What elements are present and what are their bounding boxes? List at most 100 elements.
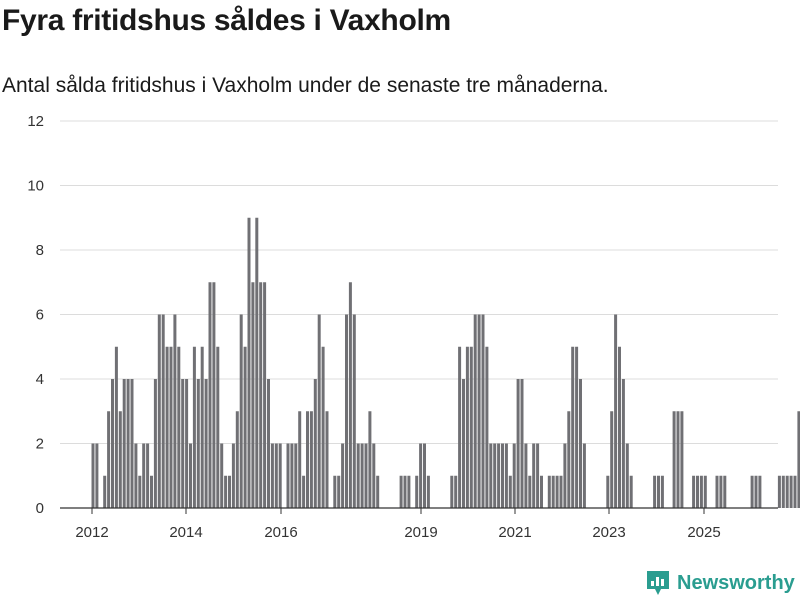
bar — [797, 411, 800, 508]
bar — [399, 475, 403, 508]
bar — [204, 379, 208, 508]
bar — [325, 411, 329, 508]
bar — [356, 443, 360, 508]
bar — [192, 346, 196, 508]
bar — [247, 217, 251, 508]
bar — [228, 475, 231, 508]
bar — [235, 411, 239, 508]
bar — [458, 346, 462, 508]
bar — [278, 443, 282, 508]
bar — [103, 475, 107, 508]
y-tick-label: 4 — [36, 371, 44, 388]
x-tick-label: 2016 — [264, 524, 297, 541]
bar — [302, 475, 306, 508]
bar — [520, 379, 524, 508]
bar — [165, 346, 169, 508]
bar — [243, 346, 247, 508]
bar — [653, 475, 657, 508]
bar — [107, 411, 111, 508]
bar — [157, 314, 161, 508]
bar — [212, 282, 216, 508]
bar — [672, 411, 676, 508]
bar — [321, 346, 325, 508]
bar — [528, 475, 532, 508]
bar — [777, 475, 781, 508]
bar — [660, 475, 664, 508]
bar — [504, 443, 508, 508]
bar — [629, 475, 633, 508]
bar — [571, 346, 575, 508]
bar — [216, 346, 220, 508]
x-tick-label: 2023 — [592, 524, 625, 541]
bar — [563, 443, 567, 508]
bar — [407, 475, 411, 508]
bar — [91, 443, 95, 508]
bar — [294, 443, 298, 508]
chart-title: Fyra fritidshus såldes i Vaxholm — [2, 4, 451, 37]
x-tick-label: 2019 — [404, 524, 437, 541]
bar — [286, 443, 290, 508]
bar — [699, 475, 703, 508]
bar — [473, 314, 477, 508]
bar — [352, 314, 356, 508]
bar — [723, 475, 727, 508]
bar — [555, 475, 559, 508]
newsworthy-logo-icon — [647, 571, 669, 595]
newsworthy-brand: Newsworthy — [645, 569, 795, 597]
bar — [450, 475, 454, 508]
bar — [719, 475, 723, 508]
bar — [368, 411, 372, 508]
x-tick-label: 2012 — [75, 524, 108, 541]
bar — [372, 443, 376, 508]
bar — [306, 411, 309, 508]
bar — [559, 475, 563, 508]
bar — [501, 443, 504, 508]
bar — [423, 443, 426, 508]
bar — [364, 443, 368, 508]
bar — [114, 346, 118, 508]
bar — [524, 443, 528, 508]
x-tick-label: 2025 — [687, 524, 720, 541]
bar — [497, 443, 501, 508]
chart-subtitle: Antal sålda fritidshus i Vaxholm under d… — [2, 74, 609, 97]
bar — [618, 346, 621, 508]
bar — [138, 475, 142, 508]
bar — [781, 475, 785, 508]
bar — [239, 314, 243, 508]
bar — [185, 379, 189, 508]
bar — [465, 346, 469, 508]
bar — [481, 314, 485, 508]
bar — [267, 379, 270, 508]
bar — [224, 475, 228, 508]
bar — [621, 379, 625, 508]
bar — [625, 443, 629, 508]
bar — [579, 379, 582, 508]
bar — [270, 443, 274, 508]
bar — [309, 411, 313, 508]
bar — [793, 475, 797, 508]
bar — [274, 443, 278, 508]
bar — [614, 314, 618, 508]
x-tick-label: 2014 — [169, 524, 202, 541]
bar — [516, 379, 520, 508]
bar — [540, 475, 543, 508]
bar — [189, 443, 192, 508]
bar — [469, 346, 473, 508]
bar — [150, 475, 153, 508]
bar — [360, 443, 364, 508]
bar — [454, 475, 458, 508]
bar — [415, 475, 419, 508]
bar — [200, 346, 204, 508]
bar — [196, 379, 200, 508]
bar — [345, 314, 348, 508]
bar — [122, 379, 126, 508]
bar — [173, 314, 177, 508]
bar — [532, 443, 536, 508]
bar — [547, 475, 551, 508]
bar — [259, 282, 263, 508]
bar — [231, 443, 235, 508]
bar — [298, 411, 302, 508]
bar — [426, 475, 430, 508]
bar — [290, 443, 294, 508]
bar — [146, 443, 150, 508]
